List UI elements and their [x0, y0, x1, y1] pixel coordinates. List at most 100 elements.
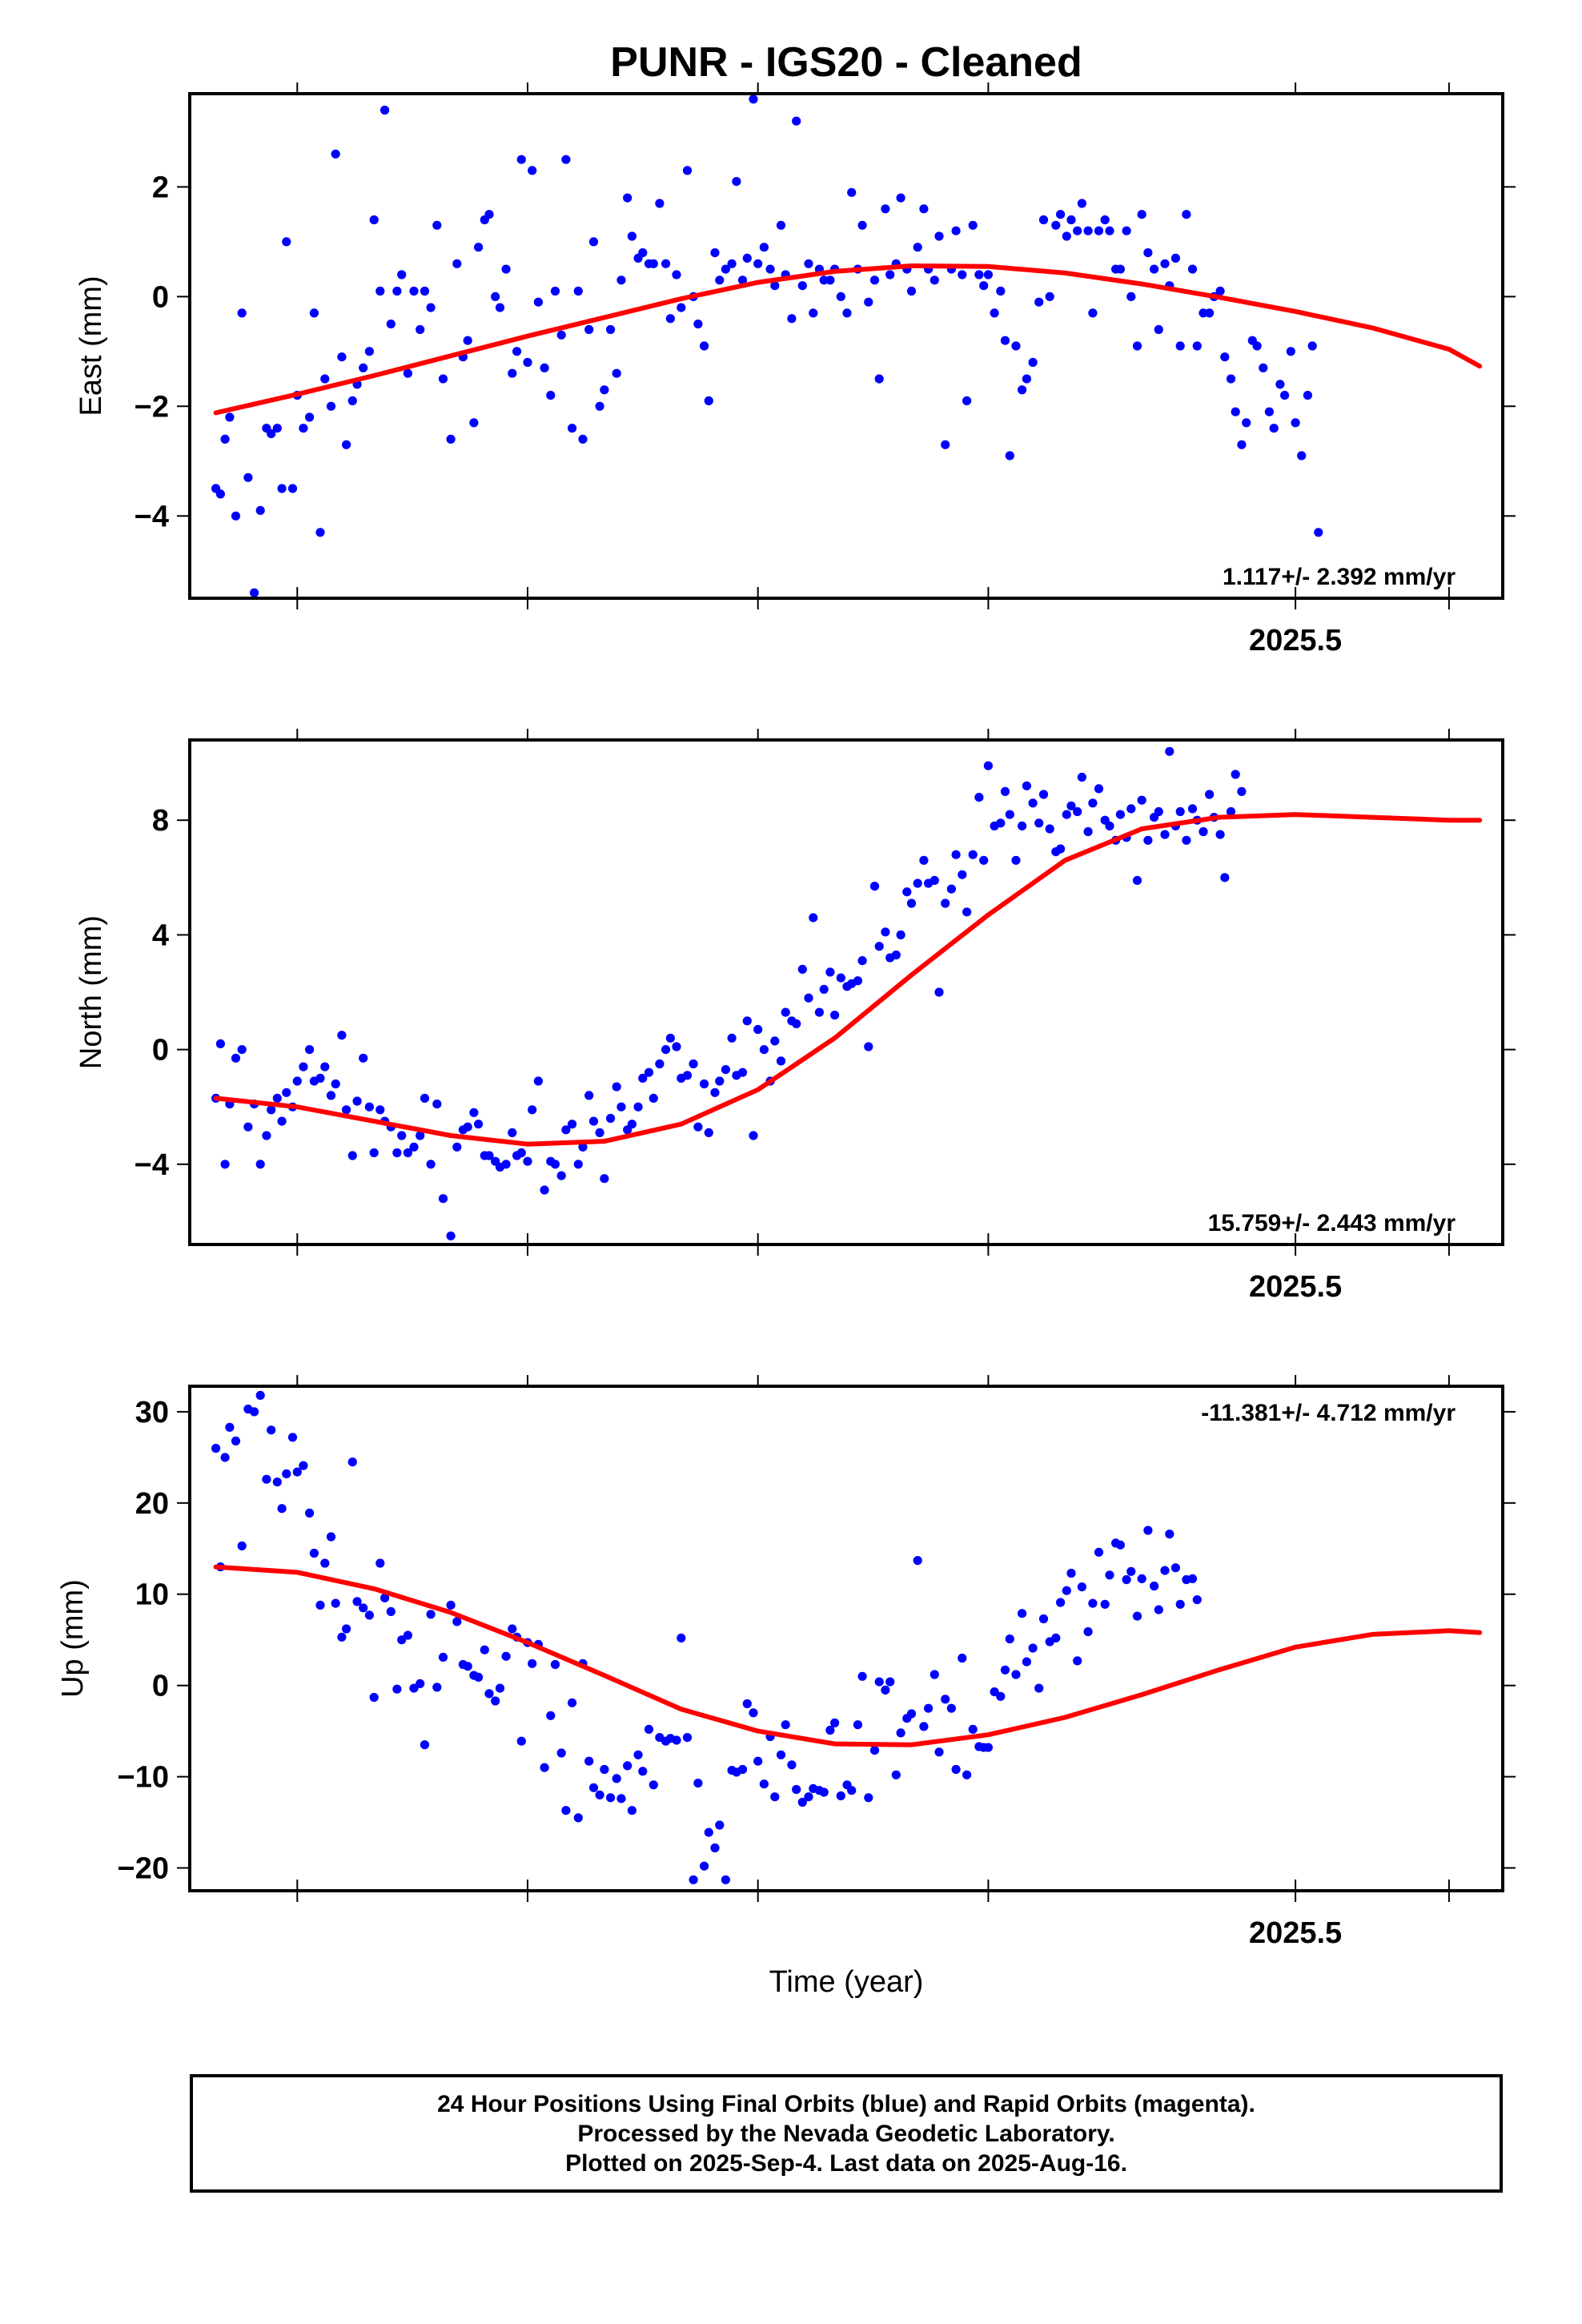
north-data-point — [508, 1128, 517, 1137]
up-data-point — [1165, 1530, 1174, 1539]
north-data-point — [869, 882, 880, 891]
east-data-point — [1088, 308, 1098, 318]
up-data-point — [540, 1763, 549, 1772]
north-data-point — [749, 1131, 758, 1140]
east-data-point — [627, 231, 637, 241]
up-data-point — [211, 1443, 221, 1454]
up-data-point — [1143, 1526, 1153, 1535]
east-data-point — [469, 418, 479, 428]
east-data-point — [819, 275, 829, 285]
north-data-point — [432, 1100, 442, 1109]
up-data-point — [737, 1764, 748, 1775]
up-data-point — [627, 1806, 637, 1815]
up-data-point — [508, 1624, 517, 1634]
north-data-point — [1226, 806, 1236, 817]
up-data-point — [516, 1736, 526, 1746]
up-data-point — [426, 1610, 436, 1619]
up-data-point — [320, 1558, 330, 1568]
north-data-point — [1077, 772, 1086, 782]
up-plot-frame — [188, 1385, 1504, 1892]
east-data-point — [1126, 292, 1136, 301]
up-data-point — [397, 1635, 407, 1645]
east-data-point — [516, 155, 526, 164]
east-data-point — [693, 320, 703, 329]
north-data-point — [693, 1122, 703, 1132]
up-data-point — [432, 1683, 442, 1692]
up-data-point — [776, 1750, 786, 1759]
north-data-point — [776, 1056, 786, 1066]
east-data-point — [677, 303, 686, 312]
north-data-point — [753, 1024, 763, 1035]
east-data-point — [1115, 264, 1125, 274]
up-data-point — [1088, 1598, 1098, 1608]
east-data-point — [1077, 199, 1086, 208]
north-data-point — [853, 976, 862, 986]
up-data-point — [1073, 1656, 1082, 1666]
up-data-point — [480, 1645, 489, 1655]
up-data-point — [452, 1617, 462, 1626]
east-data-point — [600, 385, 609, 395]
up-data-point — [491, 1696, 500, 1706]
east-data-point — [930, 275, 939, 285]
east-data-point — [682, 166, 693, 175]
north-data-point — [1045, 824, 1054, 834]
north-rate-label: 15.759+/- 2.443 mm/yr — [1208, 1210, 1456, 1236]
up-data-point — [1100, 1599, 1110, 1609]
east-data-point — [612, 368, 621, 378]
north-data-point — [1038, 790, 1049, 799]
east-y-tick-label: −2 — [135, 390, 169, 424]
up-data-point — [1056, 1598, 1066, 1607]
up-data-point — [309, 1548, 319, 1558]
north-data-point — [556, 1171, 566, 1180]
up-data-point — [896, 1728, 905, 1738]
east-data-point — [809, 308, 818, 318]
x-axis-label: Time (year) — [769, 1965, 924, 1999]
east-data-point — [432, 220, 442, 230]
up-data-point — [1022, 1657, 1031, 1667]
north-data-point — [1215, 830, 1225, 839]
north-data-point — [700, 1079, 709, 1089]
east-data-point — [857, 220, 867, 230]
north-data-point — [1066, 801, 1076, 810]
east-data-point — [403, 368, 412, 378]
east-data-point — [573, 286, 583, 296]
east-data-point — [896, 193, 905, 203]
east-data-point — [1062, 231, 1071, 241]
up-data-point — [1062, 1586, 1071, 1595]
up-data-point — [272, 1478, 282, 1487]
north-data-point — [1231, 770, 1240, 779]
east-data-point — [528, 166, 537, 175]
up-y-tick-label: −20 — [118, 1852, 169, 1886]
east-data-point — [704, 396, 713, 406]
north-data-point — [644, 1068, 654, 1077]
north-data-point — [612, 1082, 621, 1092]
up-data-point — [830, 1718, 840, 1727]
up-data-point — [326, 1532, 336, 1542]
north-y-tick-label: −4 — [135, 1148, 169, 1182]
east-data-point — [1073, 226, 1082, 235]
east-data-point — [968, 220, 978, 230]
east-data-point — [951, 226, 961, 235]
north-panel: 2025.5 −4 0 4 8 North (mm) 15.759+/- 2.443 mm/… — [74, 729, 1516, 1304]
north-data-point — [359, 1053, 368, 1063]
up-data-point — [369, 1692, 379, 1703]
up-data-point — [359, 1603, 368, 1613]
north-data-point — [1073, 806, 1082, 817]
up-data-point — [561, 1806, 571, 1815]
north-data-point — [1005, 810, 1014, 819]
north-data-point — [1028, 798, 1038, 808]
north-data-point — [891, 950, 901, 960]
up-data-point — [375, 1558, 385, 1568]
north-data-point — [797, 964, 807, 974]
north-data-point — [1154, 806, 1163, 817]
up-data-point — [644, 1724, 654, 1734]
up-data-point — [364, 1610, 374, 1620]
east-data-point — [267, 429, 276, 439]
north-data-point — [1237, 786, 1247, 797]
east-data-point — [804, 259, 813, 268]
up-data-point — [819, 1787, 829, 1797]
east-data-point — [1056, 210, 1066, 219]
footer-line-1: 24 Hour Positions Using Final Orbits (bl… — [437, 2090, 1255, 2117]
east-data-point — [1291, 418, 1300, 428]
north-data-point — [1062, 810, 1071, 819]
